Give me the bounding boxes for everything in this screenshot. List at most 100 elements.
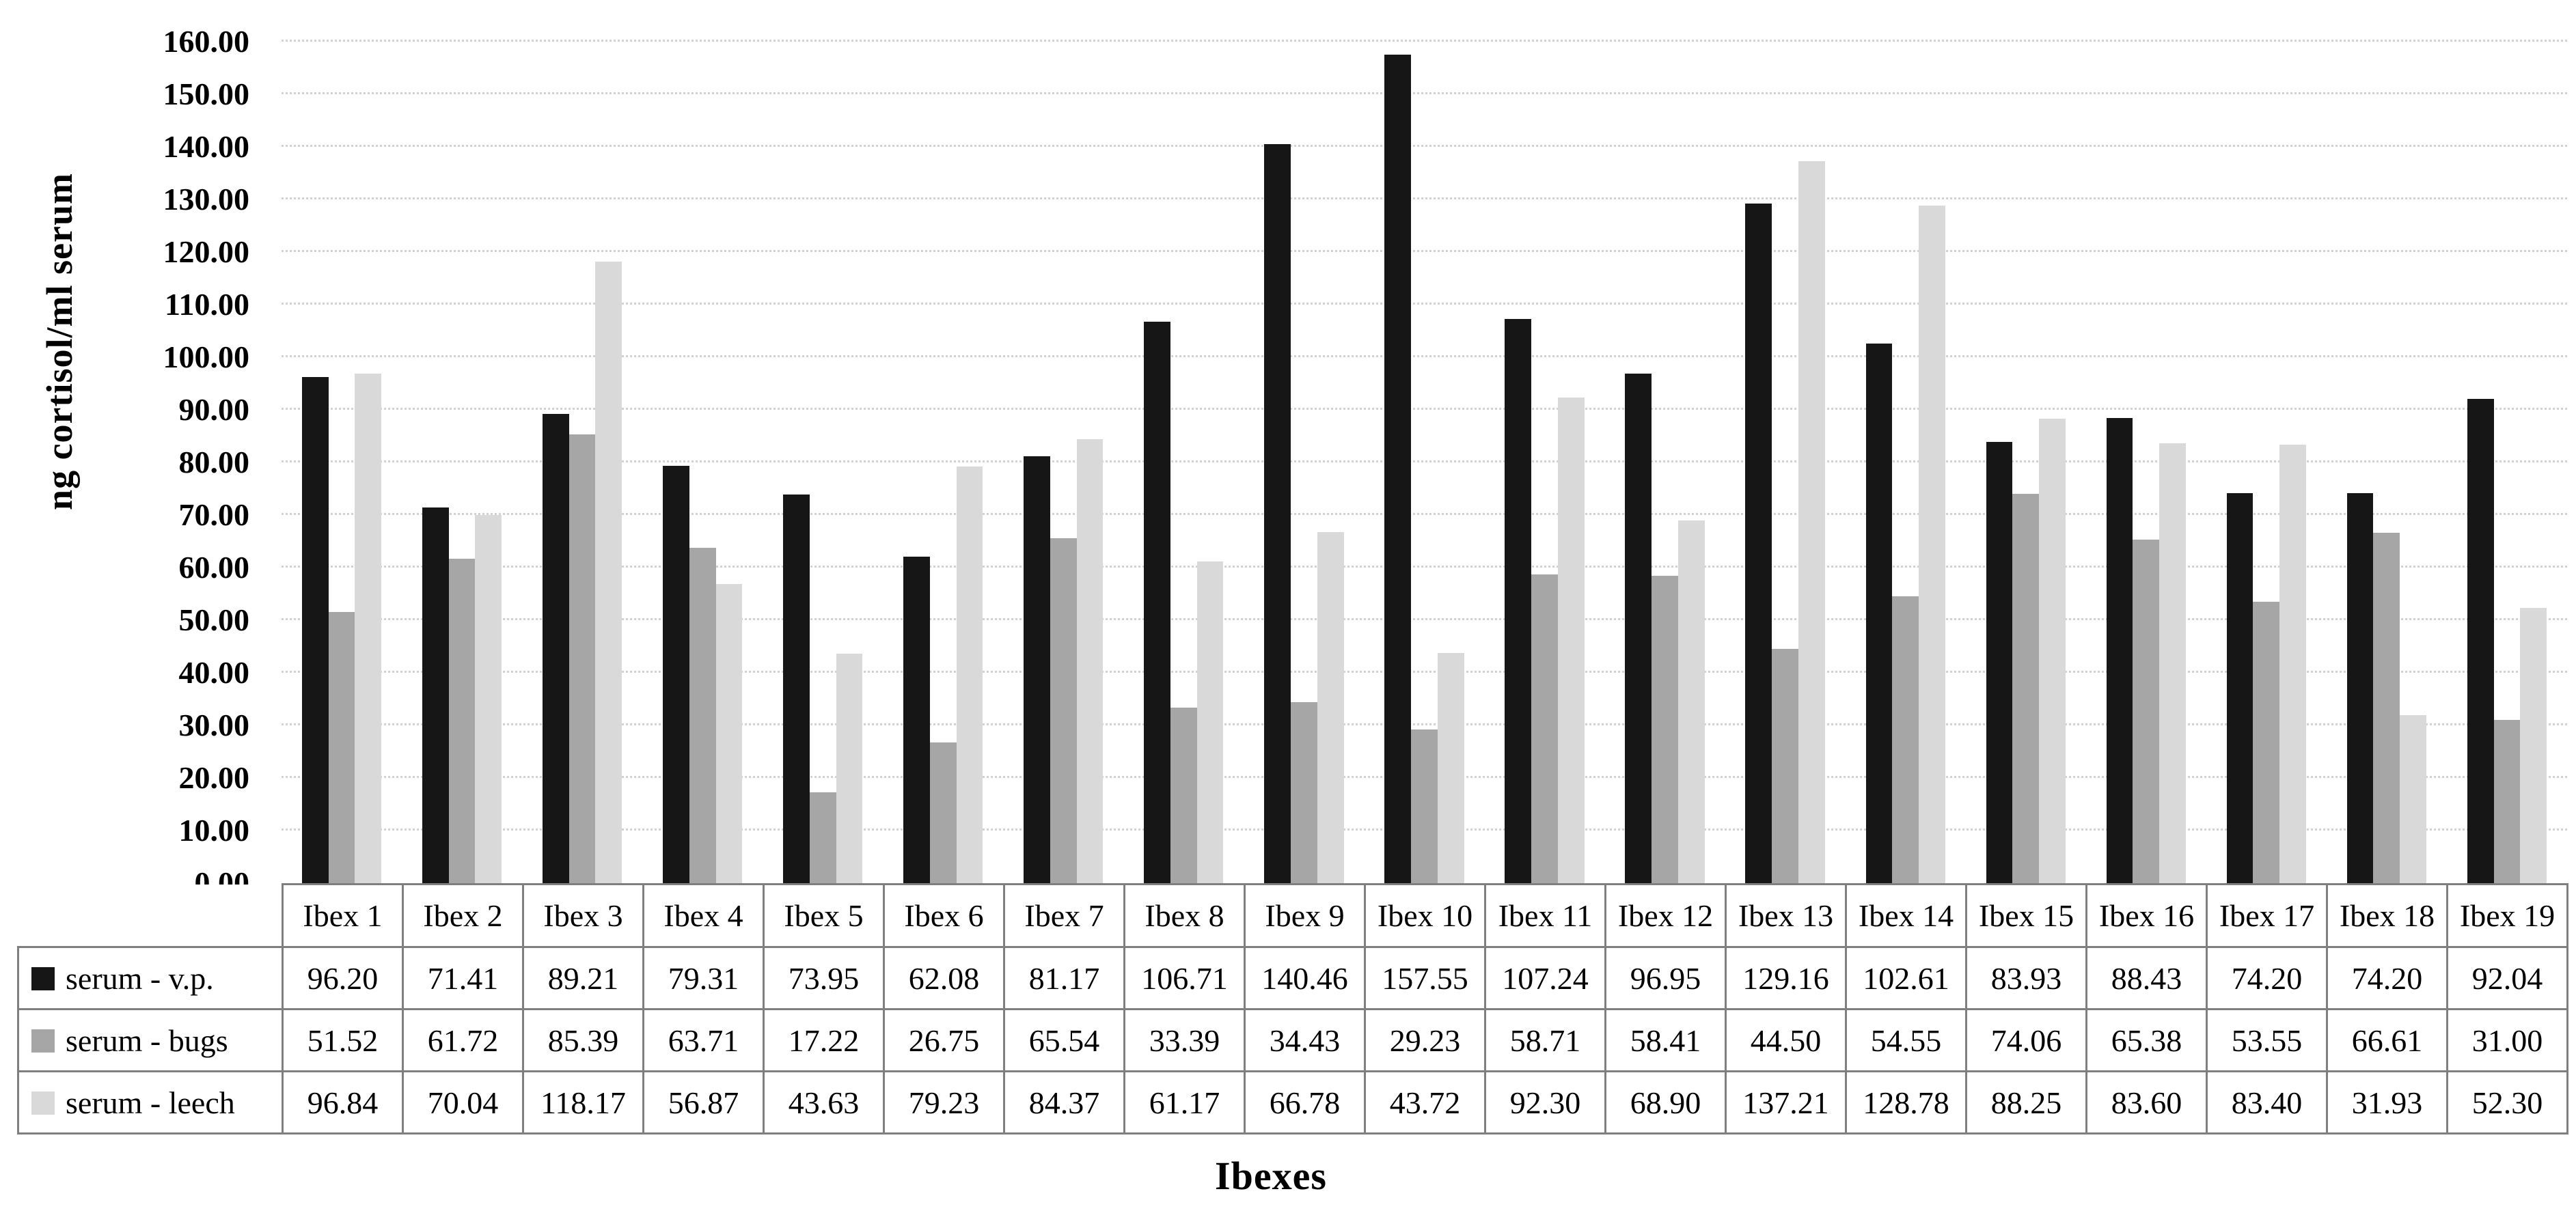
category-header-cell: Ibex 14 bbox=[1845, 883, 1967, 948]
table-category-header-row: Ibex 1 Ibex 2 Ibex 3 Ibex 4 Ibex 5 Ibex 6 Ibex… bbox=[18, 883, 2568, 948]
value-cell: 106.71 bbox=[1123, 946, 1246, 1010]
legend-swatch-icon bbox=[31, 1029, 55, 1053]
value-cell: 65.54 bbox=[1003, 1008, 1125, 1072]
bar-slot bbox=[1725, 42, 1846, 883]
bar bbox=[2520, 608, 2547, 883]
category-header-cell: Ibex 17 bbox=[2206, 883, 2328, 948]
gridline bbox=[282, 723, 2567, 725]
bar bbox=[929, 742, 957, 883]
value-cell: 65.38 bbox=[2085, 1008, 2208, 1072]
bar-slot bbox=[642, 42, 763, 883]
value-cell: 81.17 bbox=[1003, 946, 1125, 1010]
bar bbox=[422, 507, 449, 883]
table-series-row: serum - v.p. 96.20 71.41 89.21 79.31 73.95 62.… bbox=[17, 946, 2568, 1010]
category-header-cell: Ibex 16 bbox=[2085, 883, 2208, 948]
value-cell: 31.93 bbox=[2326, 1070, 2448, 1135]
value-cell: 66.61 bbox=[2326, 1008, 2448, 1072]
bar-slot bbox=[1244, 42, 1364, 883]
value-cell: 137.21 bbox=[1725, 1070, 1847, 1135]
series-legend-cell: serum - v.p. bbox=[17, 946, 284, 1010]
bar-slot bbox=[2447, 42, 2567, 883]
bar bbox=[809, 792, 836, 883]
table-series-row: serum - bugs 51.52 61.72 85.39 63.71 17.22 26.… bbox=[17, 1008, 2568, 1072]
bar-slot bbox=[763, 42, 883, 883]
value-cell: 129.16 bbox=[1725, 946, 1847, 1010]
bar bbox=[328, 612, 355, 883]
value-cell: 58.41 bbox=[1604, 1008, 1727, 1072]
series-legend-cell: serum - leech bbox=[17, 1070, 284, 1135]
bar bbox=[1317, 531, 1344, 883]
table-blank-corner-cell bbox=[18, 884, 283, 947]
x-axis-title: Ibexes bbox=[1215, 1154, 1327, 1198]
bar-slot bbox=[402, 42, 522, 883]
bar bbox=[1986, 441, 2013, 883]
bar bbox=[568, 434, 596, 883]
bar bbox=[1170, 707, 1197, 883]
gridline bbox=[282, 197, 2567, 199]
bar bbox=[1557, 398, 1585, 883]
bar-group bbox=[2346, 42, 2426, 883]
bar-group bbox=[1505, 42, 1585, 883]
bar-group bbox=[422, 42, 502, 883]
value-cell: 44.50 bbox=[1725, 1008, 1847, 1072]
value-cell: 73.95 bbox=[763, 946, 885, 1010]
value-cell: 102.61 bbox=[1845, 946, 1967, 1010]
gridline bbox=[282, 566, 2567, 568]
bar bbox=[1677, 520, 1705, 883]
gridline bbox=[282, 671, 2567, 673]
legend-swatch-icon bbox=[31, 966, 55, 990]
value-cell: 79.23 bbox=[883, 1070, 1005, 1135]
bar bbox=[783, 494, 810, 883]
category-header-cell: Ibex 10 bbox=[1364, 883, 1486, 948]
value-cell: 43.72 bbox=[1364, 1070, 1486, 1135]
category-header-cell: Ibex 13 bbox=[1725, 883, 1847, 948]
bar bbox=[1865, 343, 1893, 883]
bar bbox=[1652, 576, 1678, 883]
value-cell: 34.43 bbox=[1244, 1008, 1366, 1072]
bar bbox=[1411, 729, 1438, 883]
bar bbox=[2012, 493, 2040, 883]
gridline bbox=[282, 250, 2567, 252]
bar bbox=[2039, 419, 2066, 883]
category-header-cell: Ibex 15 bbox=[1965, 883, 2087, 948]
series-name-label: serum - bugs bbox=[66, 1022, 228, 1058]
value-cell: 83.60 bbox=[2085, 1070, 2208, 1135]
value-cell: 68.90 bbox=[1604, 1070, 1727, 1135]
value-cell: 26.75 bbox=[883, 1008, 1005, 1072]
bar bbox=[1050, 538, 1077, 883]
value-cell: 96.95 bbox=[1604, 946, 1727, 1010]
bar bbox=[1798, 161, 1825, 883]
bar bbox=[475, 514, 502, 883]
value-cell: 70.04 bbox=[402, 1070, 524, 1135]
value-cell: 89.21 bbox=[522, 946, 644, 1010]
bar-group bbox=[543, 42, 622, 883]
bar bbox=[1291, 701, 1317, 883]
plot-area bbox=[282, 40, 2567, 883]
value-cell: 74.20 bbox=[2326, 946, 2448, 1010]
bar bbox=[1625, 373, 1652, 883]
bar bbox=[903, 556, 930, 883]
bar-group bbox=[1625, 42, 1705, 883]
bar-slot bbox=[1966, 42, 2086, 883]
chart-plot-area-wrapper: ng cortisol/ml serum 0.00 10.00 20.00 30.00… bbox=[39, 26, 2567, 899]
gridline bbox=[282, 303, 2567, 305]
bar bbox=[1772, 649, 1798, 883]
gridline bbox=[282, 145, 2567, 147]
bar bbox=[2106, 418, 2133, 883]
value-cell: 88.25 bbox=[1965, 1070, 2087, 1135]
bar-group bbox=[2467, 42, 2547, 883]
bar-slot bbox=[2327, 42, 2447, 883]
category-header-cell: Ibex 8 bbox=[1123, 883, 1246, 948]
bar-slot bbox=[2206, 42, 2327, 883]
bar bbox=[448, 558, 476, 883]
bar bbox=[2226, 492, 2253, 883]
bar bbox=[1919, 206, 1945, 883]
value-cell: 29.23 bbox=[1364, 1008, 1486, 1072]
value-cell: 62.08 bbox=[883, 946, 1005, 1010]
gridline bbox=[282, 460, 2567, 462]
category-header-cell: Ibex 3 bbox=[522, 883, 644, 948]
value-cell: 61.17 bbox=[1123, 1070, 1246, 1135]
value-cell: 17.22 bbox=[763, 1008, 885, 1072]
bar bbox=[355, 374, 382, 883]
category-header-cell: Ibex 4 bbox=[642, 883, 765, 948]
